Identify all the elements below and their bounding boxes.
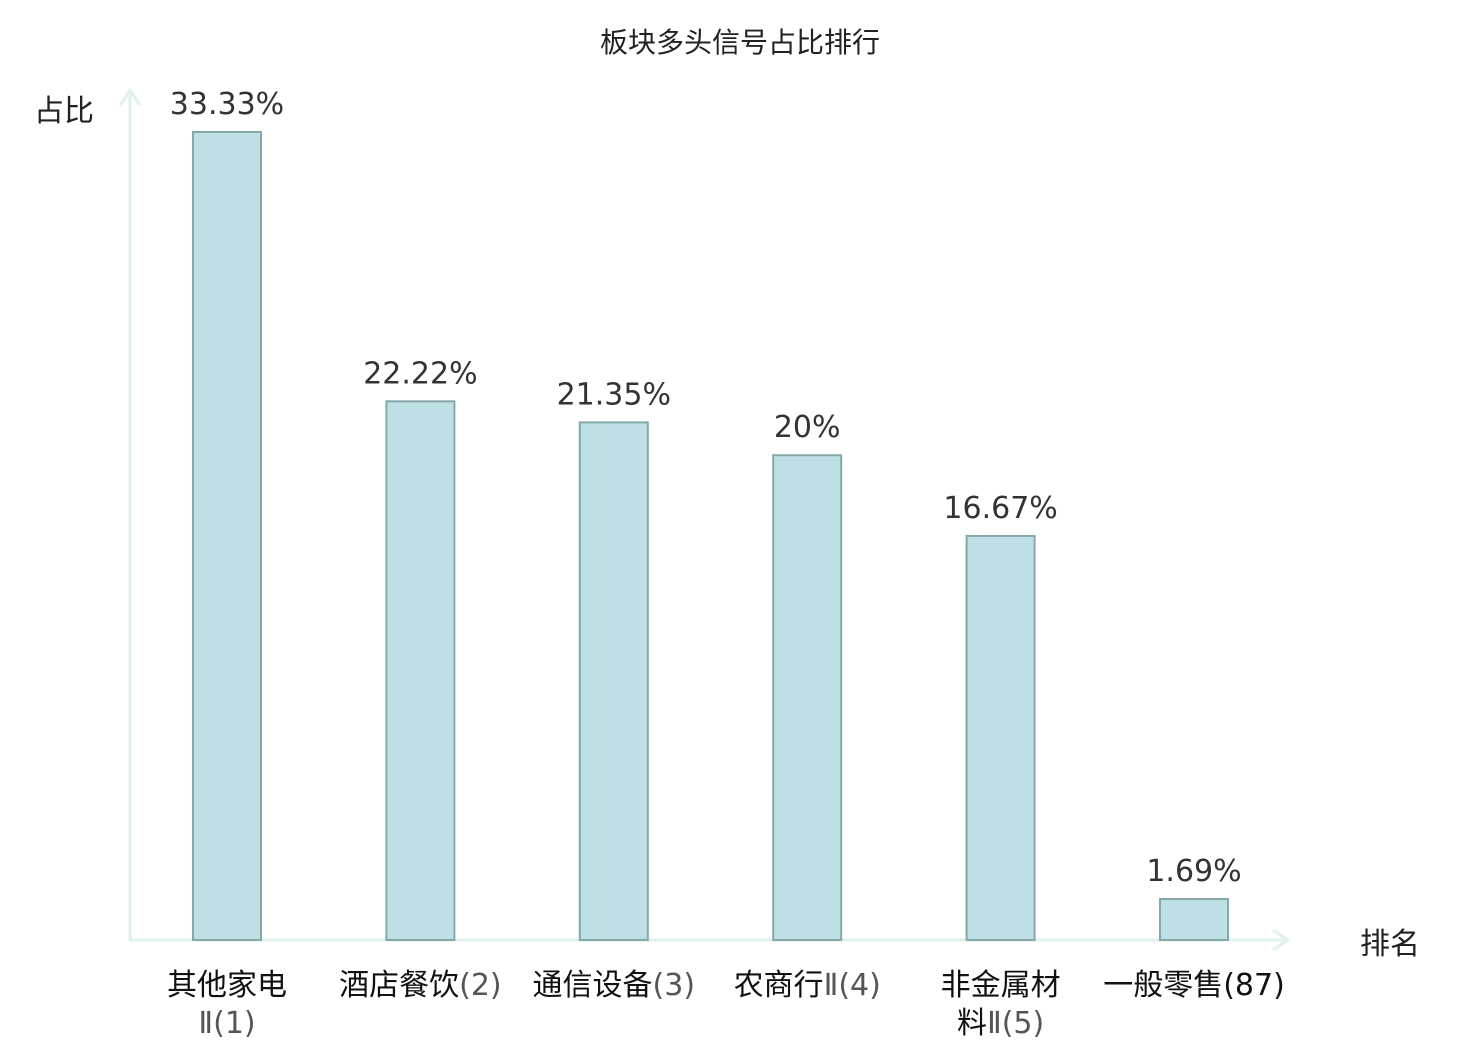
category-tick-label: Ⅱ(1) bbox=[198, 1006, 255, 1040]
category-tick-label: 料Ⅱ(5) bbox=[957, 1006, 1044, 1040]
y-axis-label: 占比 bbox=[34, 94, 94, 129]
category-tick-label: 酒店餐饮(2) bbox=[339, 968, 502, 1003]
bar-value-label: 20% bbox=[774, 410, 841, 445]
category-tick-label: 一般零售(87) bbox=[1103, 968, 1285, 1003]
bar-value-label: 21.35% bbox=[557, 377, 671, 412]
bar bbox=[385, 400, 456, 941]
bar bbox=[772, 454, 843, 941]
axes bbox=[119, 88, 1290, 951]
bar bbox=[1159, 898, 1229, 941]
bar-value-label: 16.67% bbox=[943, 491, 1057, 526]
bar-value-label: 33.33% bbox=[170, 87, 284, 122]
value-labels: 33.33% 22.22% 21.35% 20% 16.67% 1.69% bbox=[170, 87, 1242, 889]
y-axis-arrow bbox=[119, 88, 141, 106]
chart-title: 板块多头信号占比排行 bbox=[600, 26, 880, 59]
bar-value-label: 1.69% bbox=[1146, 854, 1241, 889]
bars bbox=[192, 131, 1229, 942]
category-tick-label: 农商行Ⅱ(4) bbox=[734, 968, 881, 1003]
x-axis-arrow bbox=[1272, 929, 1290, 951]
category-tick-label: 其他家电 bbox=[167, 968, 287, 1003]
bar bbox=[965, 534, 1036, 942]
category-tick-label: 非金属材 bbox=[941, 968, 1061, 1003]
x-axis-label: 排名 bbox=[1360, 927, 1420, 962]
bar-value-label: 22.22% bbox=[363, 356, 477, 391]
category-tick-label: 通信设备(3) bbox=[533, 968, 696, 1003]
bar bbox=[192, 131, 262, 941]
bar bbox=[578, 421, 649, 941]
